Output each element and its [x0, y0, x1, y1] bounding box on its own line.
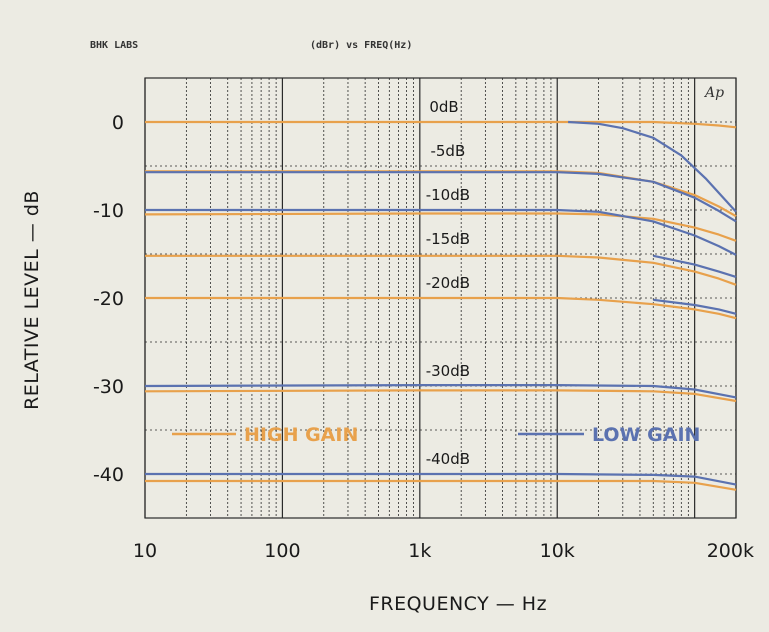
x-tick-label: 1k — [408, 540, 431, 562]
low-gain-curve — [145, 171, 737, 223]
level-label: -40dB — [426, 450, 470, 468]
high-gain-curve — [144, 389, 737, 403]
level-label: -20dB — [426, 274, 470, 292]
low-gain-curve — [653, 298, 737, 315]
level-label: -10dB — [426, 186, 470, 204]
y-axis-title: RELATIVE LEVEL — dB — [21, 190, 43, 410]
level-annotations: 0dB -5dB -10dB -15dB -20dB -30dB -40dB — [426, 98, 470, 468]
level-label: 0dB — [429, 98, 458, 116]
high-gain-curve — [145, 254, 737, 286]
y-tick-label: -20 — [93, 288, 124, 310]
series-layer — [144, 120, 737, 491]
legend: HIGH GAIN LOW GAIN — [172, 424, 700, 446]
axis-ticks: 0 -10 -20 -30 -40 10 100 1k 10k 200k — [93, 112, 754, 562]
lab-name: BHK LABS — [90, 40, 138, 51]
x-tick-label: 200k — [707, 540, 754, 562]
legend-low-gain-label: LOW GAIN — [592, 424, 700, 446]
x-axis-title: FREQUENCY — Hz — [369, 593, 547, 615]
high-gain-curve — [145, 479, 737, 491]
chart-title: (dBr) vs FREQ(Hz) — [310, 40, 412, 51]
low-gain-curve — [653, 254, 737, 278]
ap-badge: Ap — [703, 85, 724, 101]
low-gain-curve — [144, 384, 737, 399]
y-tick-label: 0 — [112, 112, 124, 134]
low-gain-curve — [145, 472, 737, 486]
x-tick-label: 100 — [264, 540, 300, 562]
y-tick-label: -10 — [93, 200, 124, 222]
level-label: -5dB — [430, 142, 465, 160]
high-gain-curve — [145, 296, 737, 320]
y-tick-label: -30 — [93, 376, 124, 398]
y-tick-label: -40 — [93, 464, 124, 486]
high-gain-curve — [145, 120, 737, 129]
level-label: -30dB — [426, 362, 470, 380]
x-tick-label: 10k — [540, 540, 575, 562]
legend-high-gain-label: HIGH GAIN — [244, 424, 358, 446]
low-gain-curve — [568, 120, 737, 213]
low-gain-curve — [145, 208, 737, 256]
level-label: -15dB — [426, 230, 470, 248]
x-tick-label: 10 — [133, 540, 157, 562]
